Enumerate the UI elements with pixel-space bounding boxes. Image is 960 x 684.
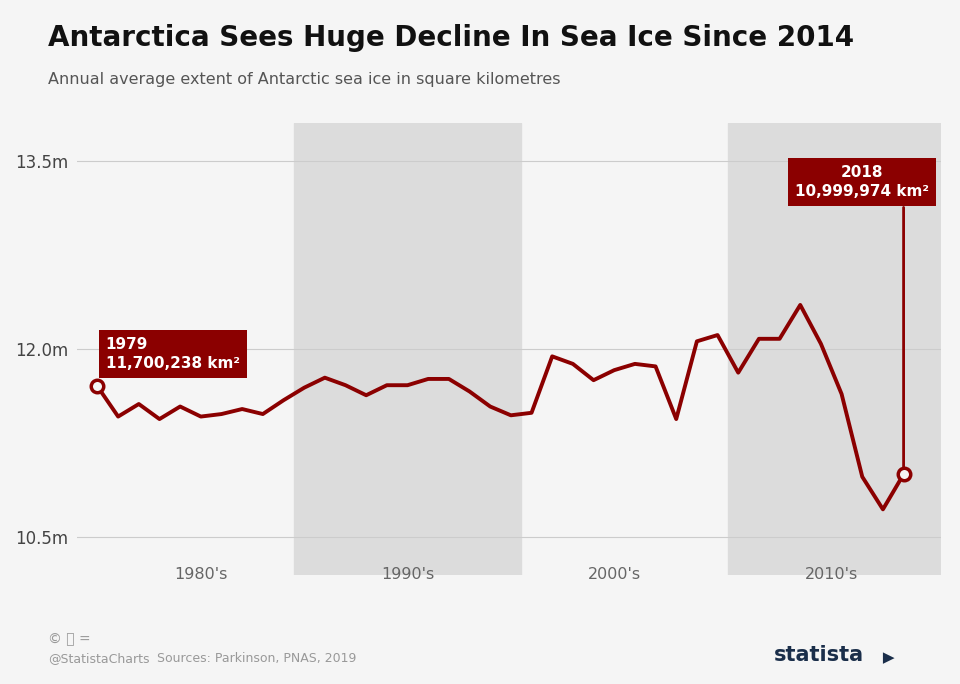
Text: 1990's: 1990's	[381, 567, 434, 582]
Bar	[294, 123, 521, 575]
Text: 2018
10,999,974 km²: 2018 10,999,974 km²	[795, 165, 929, 199]
Text: 1980's: 1980's	[174, 567, 228, 582]
Text: © ⓘ =: © ⓘ =	[48, 633, 90, 646]
Text: Sources: Parkinson, PNAS, 2019: Sources: Parkinson, PNAS, 2019	[149, 652, 356, 665]
Text: Antarctica Sees Huge Decline In Sea Ice Since 2014: Antarctica Sees Huge Decline In Sea Ice …	[48, 24, 854, 52]
Text: Annual average extent of Antarctic sea ice in square kilometres: Annual average extent of Antarctic sea i…	[48, 72, 561, 87]
Text: 2010's: 2010's	[804, 567, 858, 582]
Text: statista: statista	[774, 645, 864, 665]
Text: ▶: ▶	[878, 650, 895, 665]
Text: 1979
11,700,238 km²: 1979 11,700,238 km²	[106, 337, 240, 371]
Text: @StatistaCharts: @StatistaCharts	[48, 652, 150, 665]
Text: 2000's: 2000's	[588, 567, 640, 582]
Bar	[728, 123, 941, 575]
